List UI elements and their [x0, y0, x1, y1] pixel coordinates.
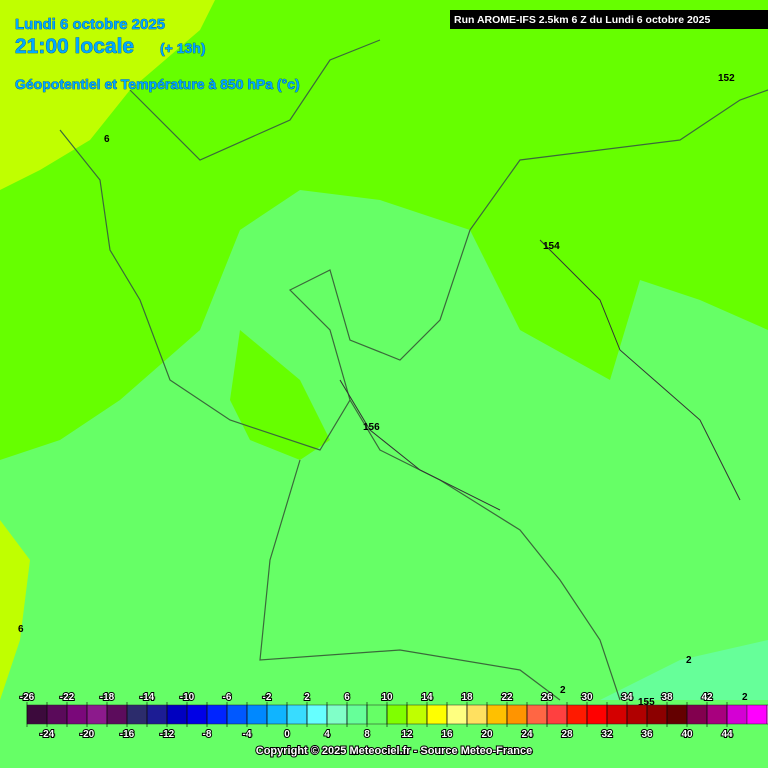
borders: [59, 39, 768, 701]
legend-swatch: [186, 704, 208, 725]
legend-label: 42: [701, 692, 713, 703]
legend-label: 44: [721, 729, 733, 740]
contour-label: 152: [718, 73, 735, 84]
legend-label: 22: [501, 692, 513, 703]
offset: (+ 13h): [160, 40, 206, 56]
legend-swatch: [586, 704, 608, 725]
legend-swatch: [46, 704, 68, 725]
copyright: Copyright © 2025 Meteociel.fr - Source M…: [256, 745, 532, 757]
legend-swatch: [726, 704, 748, 725]
legend-label: 36: [641, 729, 653, 740]
legend-label: -8: [203, 729, 212, 740]
contour-line: [339, 379, 501, 511]
legend-swatch: [226, 704, 248, 725]
legend-swatch: [246, 704, 268, 725]
contour-label: 154: [543, 241, 560, 252]
legend-swatch: [486, 704, 508, 725]
field-hot: [0, 520, 30, 700]
legend-swatch: [306, 704, 328, 725]
run-info: Run AROME-IFS 2.5km 6 Z du Lundi 6 octob…: [454, 14, 710, 26]
legend-label: 40: [681, 729, 693, 740]
legend-label: -20: [80, 729, 95, 740]
legend-swatch: [326, 704, 348, 725]
legend-label: 2: [304, 692, 310, 703]
legend-swatch: [706, 704, 728, 725]
legend-swatch: [466, 704, 488, 725]
legend-swatch: [106, 704, 128, 725]
legend-swatch: [366, 704, 388, 725]
legend-label: -10: [180, 692, 195, 703]
legend-swatch: [526, 704, 548, 725]
field-warm: [0, 0, 768, 460]
field-title: Géopotentiel et Température à 850 hPa (°…: [15, 76, 300, 92]
field-warm: [230, 330, 330, 460]
legend-swatch: [566, 704, 588, 725]
legend-swatch: [146, 704, 168, 725]
legend-label: 6: [344, 692, 350, 703]
legend-label: 8: [364, 729, 370, 740]
legend-swatch: [546, 704, 568, 725]
legend-swatch: [206, 704, 228, 725]
legend-swatch: [406, 704, 428, 725]
legend-swatch: [446, 704, 468, 725]
legend-label: 4: [324, 729, 330, 740]
legend-swatch: [286, 704, 308, 725]
legend-swatch: [66, 704, 88, 725]
legend-label: 0: [284, 729, 290, 740]
legend-swatch: [746, 704, 768, 725]
legend-label: 28: [561, 729, 573, 740]
contour-label: 6: [18, 624, 24, 635]
legend-swatch: [346, 704, 368, 725]
contour-line: [539, 239, 741, 501]
legend-label: 30: [581, 692, 593, 703]
legend-label: -2: [263, 692, 272, 703]
legend-label: -12: [160, 729, 175, 740]
legend-label: 34: [621, 692, 633, 703]
legend-swatch: [686, 704, 708, 725]
contour-label: 155: [638, 697, 655, 708]
legend-label: -24: [40, 729, 55, 740]
legend-label: 16: [441, 729, 453, 740]
legend-label: 26: [541, 692, 553, 703]
legend-swatch: [386, 704, 408, 725]
legend-swatch: [506, 704, 528, 725]
legend-label: -22: [60, 692, 75, 703]
legend-swatch: [86, 704, 108, 725]
legend-swatch: [166, 704, 188, 725]
legend-swatch: [666, 704, 688, 725]
contour-label: 156: [363, 422, 380, 433]
legend-swatch: [606, 704, 628, 725]
date: Lundi 6 octobre 2025: [15, 16, 165, 33]
legend-label: 12: [401, 729, 413, 740]
legend-swatch: [126, 704, 148, 725]
field-cool: [600, 640, 768, 700]
legend-label: 38: [661, 692, 673, 703]
legend-label: -18: [100, 692, 115, 703]
contour-label: 2: [560, 685, 566, 696]
legend-label: -4: [243, 729, 252, 740]
legend-label: 32: [601, 729, 613, 740]
legend-label: 20: [481, 729, 493, 740]
contour-label: 2: [742, 692, 748, 703]
field-hot: [0, 0, 215, 190]
legend-label: 24: [521, 729, 533, 740]
legend-label: 10: [381, 692, 393, 703]
legend-label: -14: [140, 692, 155, 703]
legend-label: 18: [461, 692, 473, 703]
legend-swatch: [426, 704, 448, 725]
contour-label: 2: [686, 655, 692, 666]
legend-swatch: [26, 704, 48, 725]
time: 21:00 locale: [15, 35, 134, 58]
legend-label: -26: [20, 692, 35, 703]
legend-label: 14: [421, 692, 433, 703]
contour-label: 6: [104, 134, 110, 145]
run-banner: [450, 10, 768, 29]
legend-label: -6: [223, 692, 232, 703]
legend-label: -16: [120, 729, 135, 740]
legend-swatch: [266, 704, 288, 725]
